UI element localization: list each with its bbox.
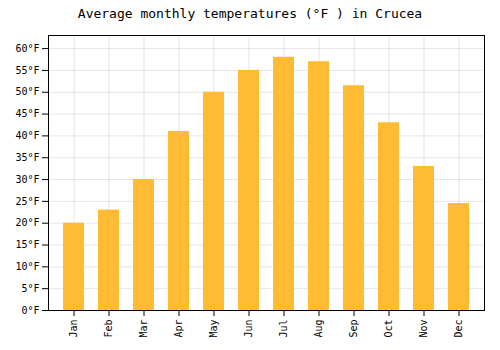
svg-text:May: May <box>208 320 219 338</box>
svg-text:0°F: 0°F <box>21 305 39 316</box>
svg-text:Oct: Oct <box>383 320 394 338</box>
svg-text:55°F: 55°F <box>15 65 39 76</box>
svg-text:Mar: Mar <box>138 320 149 338</box>
svg-text:Apr: Apr <box>173 320 184 338</box>
svg-text:30°F: 30°F <box>15 174 39 185</box>
svg-text:Jan: Jan <box>68 320 79 338</box>
svg-text:35°F: 35°F <box>15 152 39 163</box>
svg-text:Sep: Sep <box>348 320 359 338</box>
svg-text:10°F: 10°F <box>15 261 39 272</box>
svg-text:25°F: 25°F <box>15 196 39 207</box>
svg-text:45°F: 45°F <box>15 108 39 119</box>
svg-text:15°F: 15°F <box>15 239 39 250</box>
svg-text:Jun: Jun <box>243 320 254 338</box>
svg-text:60°F: 60°F <box>15 43 39 54</box>
svg-text:Aug: Aug <box>313 320 324 338</box>
svg-text:Jul: Jul <box>278 320 289 338</box>
svg-text:Dec: Dec <box>453 320 464 338</box>
html-text:Average monthly temperatures (: Average monthly temperatures (°F ) in Cr… <box>77 6 423 21</box>
svg-text:Nov: Nov <box>418 320 429 338</box>
svg-text:40°F: 40°F <box>15 130 39 141</box>
svg-text:20°F: 20°F <box>15 217 39 228</box>
svg-text:5°F: 5°F <box>21 283 39 294</box>
svg-text:50°F: 50°F <box>15 86 39 97</box>
svg-text:Feb: Feb <box>103 320 114 338</box>
